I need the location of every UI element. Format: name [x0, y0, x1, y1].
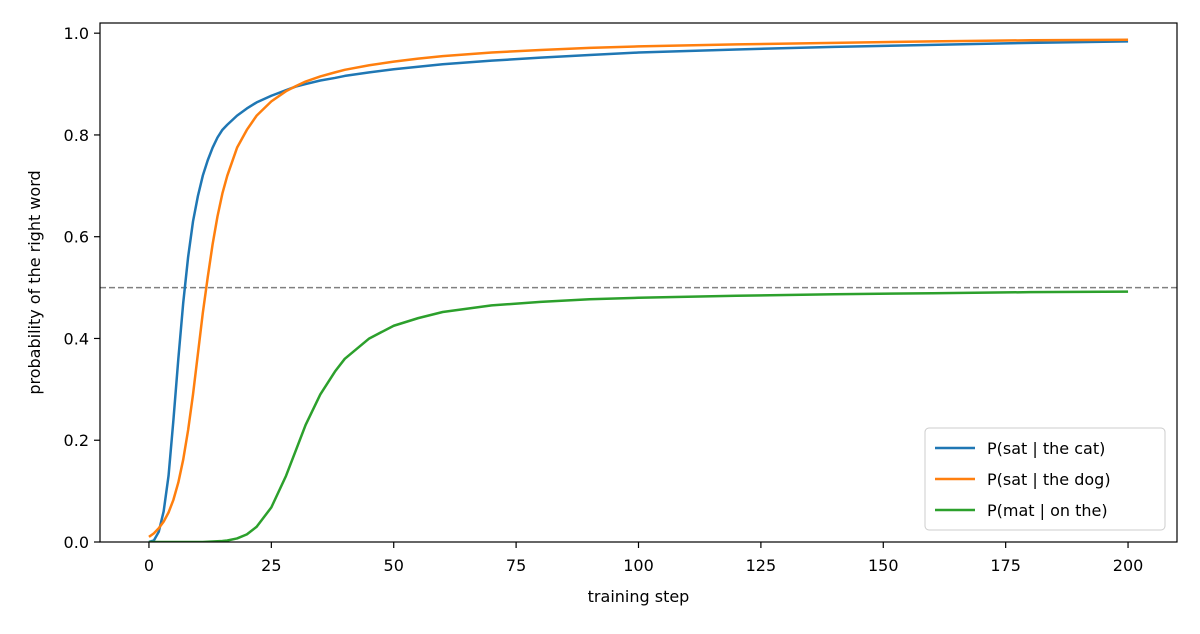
- y-tick-label: 0.6: [64, 228, 89, 247]
- y-tick-label: 0.8: [64, 126, 89, 145]
- legend-label-2: P(sat | the dog): [987, 470, 1111, 489]
- x-tick-label: 75: [506, 556, 526, 575]
- series-line-2: [148, 38, 1129, 538]
- x-tick-label: 100: [623, 556, 654, 575]
- legend-box: [924, 427, 1166, 531]
- series-line-1: [148, 40, 1129, 542]
- x-tick-label: 0: [144, 556, 154, 575]
- x-axis-label: training step: [588, 587, 690, 606]
- y-tick-label: 0.0: [64, 533, 89, 552]
- y-axis-label: probability of the right word: [25, 170, 44, 394]
- y-tick-label: 1.0: [64, 24, 89, 43]
- x-tick-label: 150: [868, 556, 899, 575]
- x-tick-label: 25: [261, 556, 281, 575]
- plot-area: [100, 38, 1177, 542]
- x-tick-label: 50: [384, 556, 404, 575]
- legend-label-1: P(sat | the cat): [987, 439, 1105, 458]
- y-tick-label: 0.4: [64, 329, 89, 348]
- legend-label-3: P(mat | on the): [987, 501, 1108, 520]
- x-tick-label: 175: [990, 556, 1021, 575]
- axes: 0 25 50 75 100 125 150 175 200 0.0 0.2 0.4 0.6 0.8 1.0: [64, 22, 1178, 575]
- x-tick-label: 200: [1113, 556, 1144, 575]
- x-tick-label: 125: [746, 556, 777, 575]
- series-line-3: [148, 290, 1129, 542]
- legend: P(sat | the cat) P(sat | the dog) P(mat | …: [924, 427, 1166, 531]
- y-tick-label: 0.2: [64, 431, 89, 450]
